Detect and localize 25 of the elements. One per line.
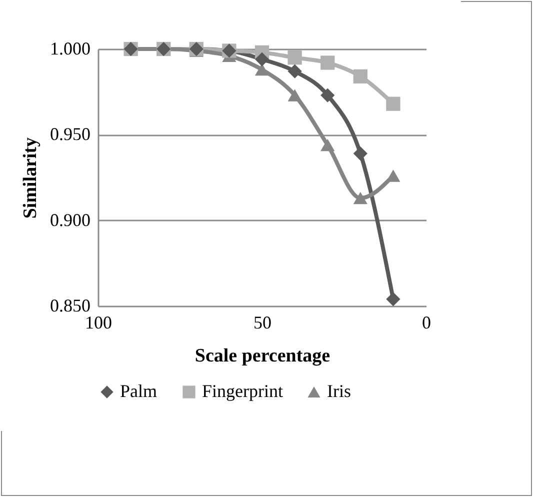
point [288, 89, 302, 102]
point [320, 88, 335, 102]
y-tick-label: 0.950 [50, 124, 90, 144]
point [288, 50, 302, 65]
legend-label: Fingerprint [202, 381, 283, 401]
x-axis-title: Scale percentage [194, 346, 330, 366]
legend-label: Iris [327, 381, 351, 401]
x-tick-label: 50 [254, 312, 272, 332]
point [288, 64, 302, 78]
y-tick-label: 0.900 [50, 210, 90, 230]
x-tick-label: 0 [422, 312, 431, 332]
point [320, 56, 335, 70]
point [386, 96, 400, 111]
y-axis-title: Similarity [20, 136, 41, 219]
point [386, 292, 400, 306]
y-tick-label: 0.850 [50, 296, 90, 316]
point [254, 52, 270, 66]
point [254, 63, 270, 76]
legend-label: Palm [120, 381, 158, 401]
point [353, 192, 368, 204]
point [353, 146, 368, 161]
x-tick-label: 100 [85, 312, 112, 332]
point [353, 69, 368, 84]
y-tick-label: 1.000 [50, 38, 90, 58]
point [320, 138, 335, 152]
